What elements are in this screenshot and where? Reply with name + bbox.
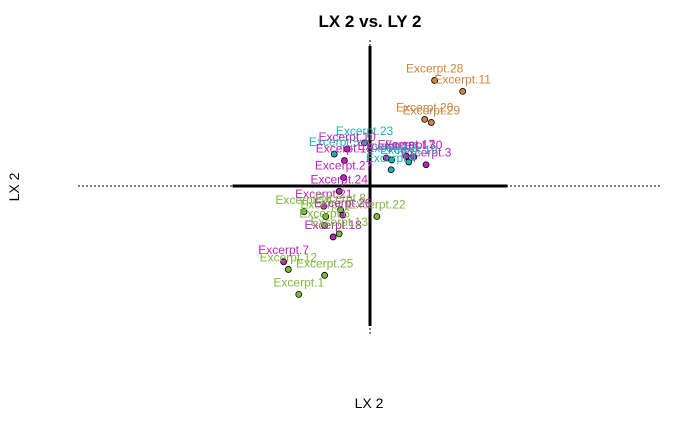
data-point xyxy=(335,187,343,195)
data-point xyxy=(361,139,368,147)
point-label: Excerpt.7 xyxy=(258,243,309,257)
axes-group xyxy=(78,40,662,334)
point-label: Excerpt.26 xyxy=(314,196,372,210)
data-point xyxy=(343,145,351,153)
point-label: Excerpt.6 xyxy=(299,206,350,220)
point-label: Excerpt.19 xyxy=(380,143,438,157)
point-label: Excerpt.8 xyxy=(315,191,366,205)
data-point xyxy=(422,161,430,169)
point-label: Excerpt.17 xyxy=(378,137,436,151)
data-point xyxy=(320,202,328,210)
point-label: Excerpt.11 xyxy=(434,72,491,86)
data-point xyxy=(335,230,343,238)
data-point xyxy=(321,222,329,229)
data-point xyxy=(387,166,395,174)
point-label: Excerpt.25 xyxy=(296,256,354,270)
point-label: Excerpt.10 xyxy=(318,130,376,144)
data-point xyxy=(421,115,429,123)
point-label: Excerpt.1 xyxy=(273,275,324,289)
x-axis-title: LX 2 xyxy=(355,395,384,411)
point-label: Excerpt.23 xyxy=(336,124,394,138)
point-label: Excerpt.20 xyxy=(396,100,454,114)
point-label: Excerpt.18 xyxy=(304,218,362,232)
point-label: Excerpt.5 xyxy=(309,135,360,149)
data-point xyxy=(431,77,439,84)
point-label: Excerpt.30 xyxy=(385,138,443,152)
data-point xyxy=(295,290,303,298)
data-point xyxy=(321,271,329,279)
data-point xyxy=(300,208,308,216)
point-label: Excerpt.15 xyxy=(316,142,374,156)
data-point xyxy=(341,157,348,164)
data-point xyxy=(459,87,467,95)
point-label: Excerpt.4 xyxy=(366,151,417,165)
data-point xyxy=(373,213,381,220)
data-point xyxy=(339,211,347,219)
point-label: Excerpt.29 xyxy=(403,103,461,117)
point-label: Excerpt.2 xyxy=(366,141,417,155)
data-point xyxy=(427,119,435,126)
point-label: Excerpt.12 xyxy=(260,250,318,264)
point-label: Excerpt.16 xyxy=(358,139,416,153)
data-point xyxy=(388,156,396,164)
point-label: Excerpt.3 xyxy=(401,146,452,160)
chart-title: LX 2 vs. LY 2 xyxy=(318,12,421,31)
point-label: Excerpt.28 xyxy=(406,61,464,75)
data-point xyxy=(284,266,292,273)
point-label: Excerpt.9 xyxy=(300,198,351,212)
data-point xyxy=(329,233,337,241)
points-group xyxy=(280,77,467,298)
data-point xyxy=(405,158,413,166)
y-axis-title: LX 2 xyxy=(6,172,22,201)
point-label: Excerpt.14 xyxy=(275,193,333,207)
data-point xyxy=(410,153,418,161)
data-point xyxy=(280,258,288,266)
data-point xyxy=(340,174,348,182)
point-label: Excerpt.13 xyxy=(311,215,369,229)
point-label: Excerpt.22 xyxy=(348,198,406,212)
point-label: Excerpt.21 xyxy=(295,187,353,201)
data-point xyxy=(330,150,338,158)
point-label: Excerpt.24 xyxy=(311,172,369,186)
data-point xyxy=(402,152,410,160)
data-point xyxy=(322,213,330,220)
point-label: Excerpt.27 xyxy=(315,159,373,173)
